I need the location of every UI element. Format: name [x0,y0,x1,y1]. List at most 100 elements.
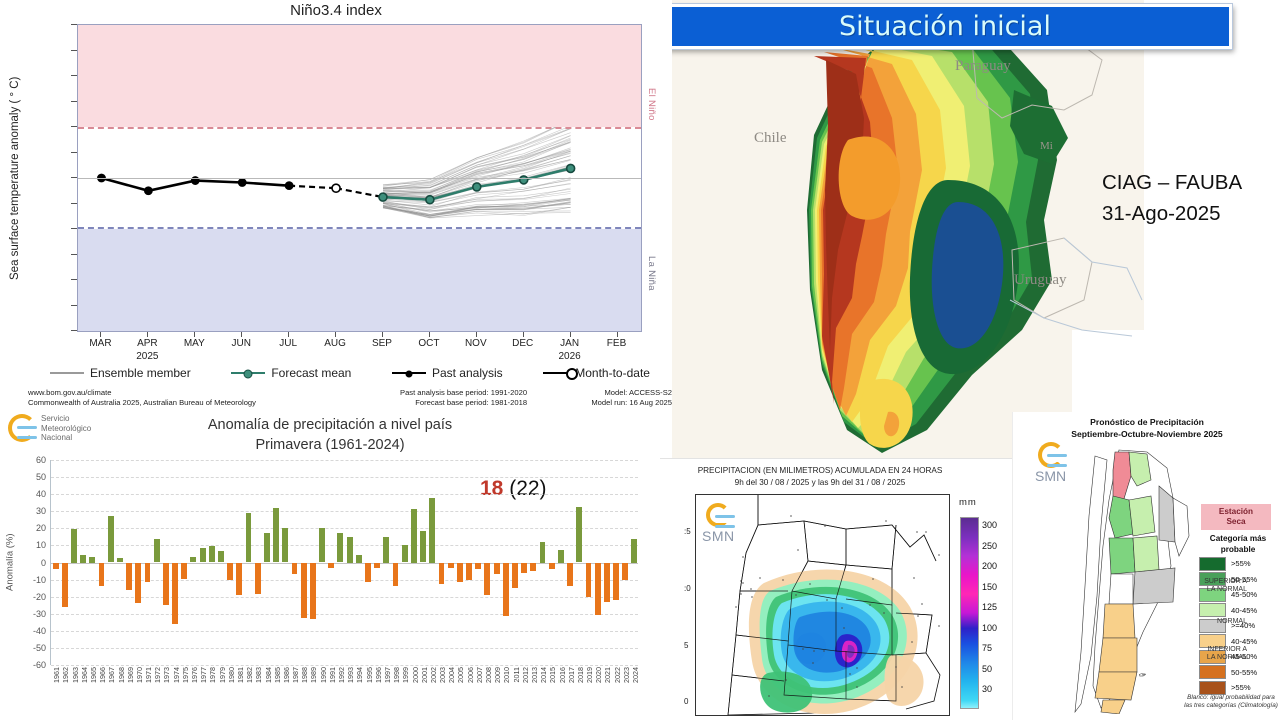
precip-colorbar [960,517,979,709]
label-misiones: Mi [1040,140,1053,152]
legend-label-forecast-mean: Forecast mean [271,366,352,380]
legend-color-swatch [1199,634,1226,649]
anomaly-gridline [51,596,638,598]
anomaly-x-year-label: 1992 [337,667,347,683]
legend-color-swatch [1199,680,1226,695]
anomaly-x-year-label: 1975 [180,667,190,683]
legend-row: >55% [1199,680,1279,696]
anomaly-x-year-label: 1995 [364,667,374,683]
anomaly-bar [585,562,592,597]
nino34-x-tick-label: SEP [371,338,392,349]
legend-range-label: 40-45% [1231,605,1258,615]
anomaly-gridline [51,630,638,632]
precip-colorbar-tick-label: 50 [982,663,993,674]
nino34-footer: www.bom.gov.au/climate Commonwealth of A… [0,388,672,410]
anomaly-x-year-label: 2023 [621,667,631,683]
anomaly-x-year-label: 1991 [327,667,337,683]
anomaly-x-year-label: 1965 [88,667,98,683]
anomaly-x-year-label: 2011 [511,667,521,683]
anomaly-bar [273,507,280,563]
nino34-x-tick-mark [147,332,149,337]
cat-above-line1: SUPERIOR A [1204,578,1247,585]
anomaly-bar [420,530,427,563]
credit-organization: CIAG – FAUBA [1102,171,1243,194]
cat-below-line2: LA NORMAL [1206,653,1247,661]
anomaly-bar [80,554,87,563]
nino34-x-tick-mark [241,332,243,337]
legend-label-past-analysis: Past analysis [431,366,503,380]
anomaly-x-year-label: 2019 [585,667,595,683]
anomaly-bar [126,562,133,590]
anomaly-bar [410,508,417,563]
precip-y-tick-label: 5 [684,641,689,650]
precip-colorbar-tick-label: 30 [982,684,993,694]
anomaly-bar [208,546,215,563]
anomaly-y-tick-label: 50 [35,472,46,483]
precip-y-tick-label: :0 [684,584,691,593]
nino34-x-tick-mark [335,332,337,337]
legend-color-swatch [1199,587,1226,602]
dry-season-badge: Estación Seca [1201,504,1271,530]
nino34-x-tick-mark [569,332,571,337]
label-paraguay: Paraguay [955,58,1011,74]
legend-row: 45-50% [1199,649,1279,665]
anomaly-bar [144,562,151,583]
nino34-y-tick-mark [71,253,77,255]
anomaly-y-tick-label: 40 [35,489,46,500]
nino34-y-tick-mark [71,202,77,204]
anomaly-bar [466,562,472,580]
anomaly-x-year-label: 1988 [300,667,310,683]
anomaly-bar [319,528,325,563]
anomaly-x-year-label: 1970 [134,667,144,683]
forecast-title-line2: Septiembre-Octubre-Noviembre 2025 [1071,429,1223,440]
anomaly-bar [521,562,528,573]
anomaly-bar [116,558,123,563]
malvinas-islands-icon: ✑ [1138,669,1148,681]
nino34-x-tick-label: OCT [418,338,440,349]
anomaly-x-year-label: 1978 [208,667,218,683]
anomaly-chart-title: Anomalía de precipitación a nivel país P… [0,416,660,455]
anomaly-y-tick-label: -60 [32,660,46,670]
category-label-below-normal: INFERIOR A LA NORMAL [1195,646,1247,661]
footer-past-base-period: Past analysis base period: 1991-2020 [400,388,528,397]
anomaly-x-year-label: 1981 [235,667,245,683]
anomaly-bar [576,506,583,563]
nino34-y-tick-mark [71,100,77,102]
nino34-x-year-label: 2026 [558,351,581,362]
anomaly-bar [291,562,298,575]
smn-logo-line1: Servicio [41,414,70,423]
precip-y-tick-label: :5 [684,527,691,536]
nino34-x-tick-mark [194,332,196,337]
el-nino-side-label: El Niño [646,88,657,121]
forecast-legend: SUPERIOR A LA NORMAL NORMAL INFERIOR A L… [1199,556,1279,696]
legend-range-label: >55% [1231,683,1251,693]
nino34-plot-area: +2.4+2.0+1.6+1.2+0.8+0.40.0-0.4-0.8-1.2-… [71,24,642,362]
threshold-line-cool [78,227,641,230]
nino34-y-tick-mark [71,126,77,127]
legend-row: 50-55% [1199,665,1279,681]
anomaly-bar [337,533,344,563]
colorbar-unit-label: mm [959,497,977,508]
seasonal-forecast-panel: Pronóstico de Precipitación Septiembre-O… [1012,412,1280,720]
anomaly-x-year-label: 1961 [52,667,62,683]
anomaly-bar [438,562,445,584]
anomaly-gridline [51,460,638,461]
anomaly-y-tick-label: -10 [32,574,46,585]
anomaly-x-year-label: 1966 [98,667,108,683]
legend-heading: Categoría más probable [1199,534,1277,555]
anomaly-x-year-label: 2020 [594,667,604,683]
forecast-title: Pronóstico de Precipitación Septiembre-O… [1013,416,1280,440]
anomaly-x-year-label: 2017 [566,667,576,683]
anomaly-bar [98,562,105,586]
nino34-series-svg [97,119,576,219]
anomaly-x-year-label: 1986 [281,667,291,683]
anomaly-x-year-label: 1967 [107,667,117,683]
smn-logo-text: Servicio Meteorológico Nacional [41,414,91,443]
anomaly-x-year-label: 1998 [392,667,402,683]
anomaly-bar [447,562,454,568]
precip-colorbar-tick-label: 250 [982,540,998,551]
nino34-y-tick-mark [71,75,77,76]
anomaly-bar [613,562,619,601]
anomaly-bar [309,562,316,619]
